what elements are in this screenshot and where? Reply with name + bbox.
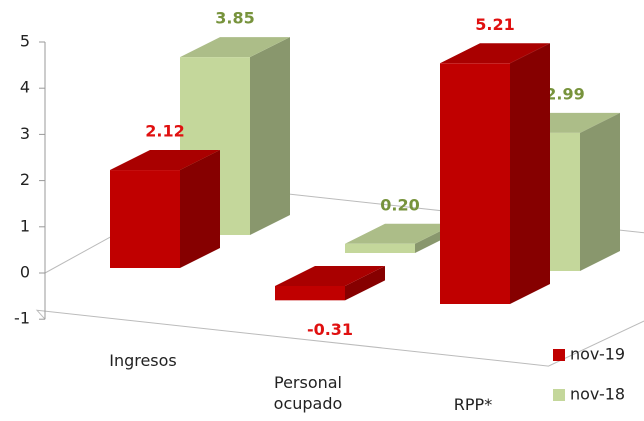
value-label: 5.21 xyxy=(475,15,514,34)
legend-label: nov-18 xyxy=(570,385,625,404)
y-tick-label: 5 xyxy=(20,32,30,51)
bar xyxy=(345,243,415,253)
bar-side xyxy=(345,266,385,301)
y-tick-label: -1 xyxy=(14,309,30,328)
bar-top xyxy=(110,150,220,171)
value-label: -0.31 xyxy=(307,320,353,339)
bar xyxy=(275,286,345,301)
bar xyxy=(440,63,510,304)
x-tick-label: Ingresos xyxy=(109,351,177,370)
bar-side xyxy=(250,37,290,235)
bar-side xyxy=(580,112,620,271)
bar-top xyxy=(180,37,290,58)
bar-top xyxy=(275,266,385,286)
y-tick-label: 0 xyxy=(20,263,30,282)
floor-edge xyxy=(35,309,644,367)
y-tick-label: 1 xyxy=(20,216,30,235)
y-tick-label: 3 xyxy=(20,124,30,143)
value-label: 0.20 xyxy=(380,195,419,214)
value-label: 2.99 xyxy=(545,84,584,103)
legend-label: nov-19 xyxy=(570,345,625,364)
value-label: 2.12 xyxy=(145,122,184,141)
bar-side xyxy=(510,43,550,304)
bar-top xyxy=(345,223,455,244)
x-tick-label: Personal ocupado xyxy=(273,373,343,413)
x-tick-label: RPP* xyxy=(453,395,493,414)
y-tick-label: 2 xyxy=(20,170,30,189)
bar-side xyxy=(180,150,220,268)
legend-swatch xyxy=(553,349,565,361)
bar-top xyxy=(440,43,550,64)
legend-swatch xyxy=(553,389,565,401)
value-label: 3.85 xyxy=(215,9,254,28)
y-tick-label: 4 xyxy=(20,78,30,97)
bar xyxy=(110,170,180,268)
